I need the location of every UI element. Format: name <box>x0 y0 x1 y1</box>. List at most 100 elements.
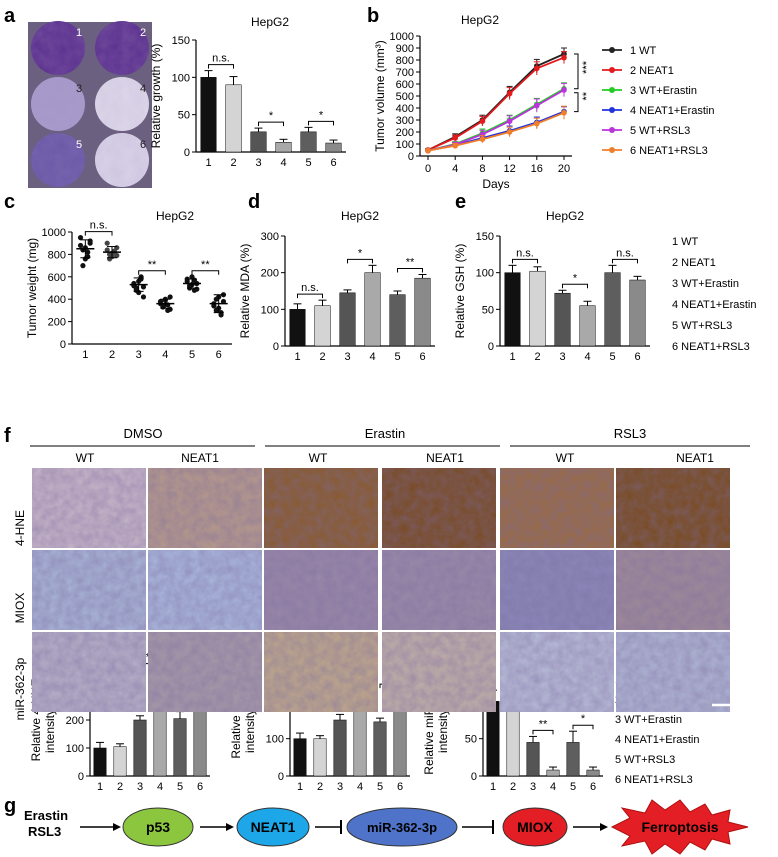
micrograph-texture <box>264 632 378 712</box>
subgroup-neat1-rsl3: NEAT1 <box>676 451 714 465</box>
chart-title: HepG2 <box>341 209 379 223</box>
x-tick-label: 2 <box>534 351 540 363</box>
legend-item: 2 NEAT1 <box>630 65 674 77</box>
legend-item: 2 NEAT1 <box>672 257 716 269</box>
y-tick-label: 700 <box>396 67 414 79</box>
bar <box>486 701 500 777</box>
data-point <box>561 54 567 61</box>
stain-label-4hne: 4-HNE <box>13 510 27 546</box>
legend-marker <box>609 147 615 153</box>
colony-plates: 1 2 3 4 5 6 <box>28 21 152 188</box>
bar <box>325 142 342 153</box>
x-tick-label: 0 <box>425 163 431 175</box>
data-point <box>506 90 513 97</box>
significance-label: n.s. <box>616 247 634 259</box>
y-tick-label: 0 <box>78 771 84 783</box>
significance-bracket <box>574 53 579 90</box>
series-line <box>427 111 565 152</box>
legend-item: 4 NEAT1+Erastin <box>630 105 714 117</box>
x-tick-label: 5 <box>189 349 195 361</box>
y-tick-label: 100 <box>476 268 494 280</box>
x-tick-label: 6 <box>330 157 336 169</box>
bar <box>200 77 217 153</box>
data-point <box>452 135 459 141</box>
y-tick-label: 300 <box>396 115 414 127</box>
x-tick-label: 2 <box>230 157 236 169</box>
micrograph-texture <box>382 550 496 630</box>
y-tick-label: 300 <box>261 231 279 243</box>
legend-item: 1 WT <box>672 236 699 248</box>
significance-label: * <box>358 247 363 259</box>
bar <box>604 272 621 347</box>
bar <box>554 292 571 347</box>
legend-marker <box>609 107 615 113</box>
data-point <box>479 136 486 142</box>
micrograph-texture <box>616 468 730 548</box>
significance-bracket <box>512 258 538 264</box>
x-tick-label: 4 <box>157 781 163 793</box>
panel-letter-a: a <box>4 5 16 27</box>
x-tick-label: 6 <box>634 351 640 363</box>
data-point <box>534 102 540 109</box>
significance-label: n.s. <box>301 282 319 294</box>
x-tick-label: 4 <box>584 351 590 363</box>
x-tick-label: 3 <box>255 157 261 169</box>
y-tick-label: 200 <box>261 268 279 280</box>
x-tick-label: 2 <box>319 351 325 363</box>
bar <box>289 309 306 347</box>
bar <box>225 84 242 153</box>
y-tick-label: 200 <box>396 127 414 139</box>
micrograph-texture <box>32 550 146 630</box>
x-tick-label: 5 <box>609 351 615 363</box>
subgroup-wt-dmso: WT <box>76 451 95 465</box>
y-tick-label: 50 <box>178 110 190 122</box>
x-tick-label: 5 <box>377 781 383 793</box>
panel-letter-b: b <box>367 5 379 27</box>
x-tick-label: 12 <box>503 163 515 175</box>
bar <box>414 277 431 347</box>
significance-bracket <box>572 724 594 730</box>
x-tick-label: 5 <box>570 781 576 793</box>
bar <box>300 131 317 153</box>
significance-bracket <box>347 258 373 264</box>
micrograph-texture <box>500 632 614 712</box>
legend-item: 4 NEAT1+Erastin <box>672 299 756 311</box>
legend-marker <box>609 47 615 53</box>
data-point <box>114 252 120 259</box>
data-point <box>452 143 459 149</box>
significance-bracket <box>84 231 113 236</box>
significance-bracket <box>612 258 638 264</box>
y-tick-label: 100 <box>261 304 279 316</box>
data-point <box>479 118 486 124</box>
significance-bracket <box>397 268 423 273</box>
node-miox <box>502 807 568 847</box>
micrograph-texture <box>148 468 262 548</box>
plate-number-2: 2 <box>140 27 146 39</box>
micrograph-texture <box>264 468 378 548</box>
x-tick-label: 16 <box>531 163 543 175</box>
data-point <box>133 285 139 291</box>
x-tick-label: 5 <box>305 157 311 169</box>
data-point <box>104 247 110 253</box>
node-mir362-label: miR-362-3p <box>367 820 437 835</box>
micrograph-texture <box>264 550 378 630</box>
x-tick-label: 4 <box>280 157 286 169</box>
y-tick-label: 0 <box>408 151 414 163</box>
bar <box>586 769 600 777</box>
data-point <box>506 118 513 124</box>
panel-letter-c: c <box>4 191 15 213</box>
x-tick-label: 4 <box>357 781 363 793</box>
x-tick-label: 3 <box>136 349 142 361</box>
data-point <box>140 284 147 290</box>
legend-item: 5 WT+RSL3 <box>672 320 732 332</box>
data-point <box>107 256 113 262</box>
x-tick-label: 3 <box>559 351 565 363</box>
y-tick-label: 1000 <box>42 227 66 239</box>
node-p53 <box>122 807 194 847</box>
data-point <box>425 147 431 154</box>
x-tick-label: 1 <box>294 351 300 363</box>
y-tick-label: 1000 <box>390 31 414 43</box>
legend-item: 3 WT+Erastin <box>672 278 739 290</box>
significance-bracket <box>258 121 284 127</box>
